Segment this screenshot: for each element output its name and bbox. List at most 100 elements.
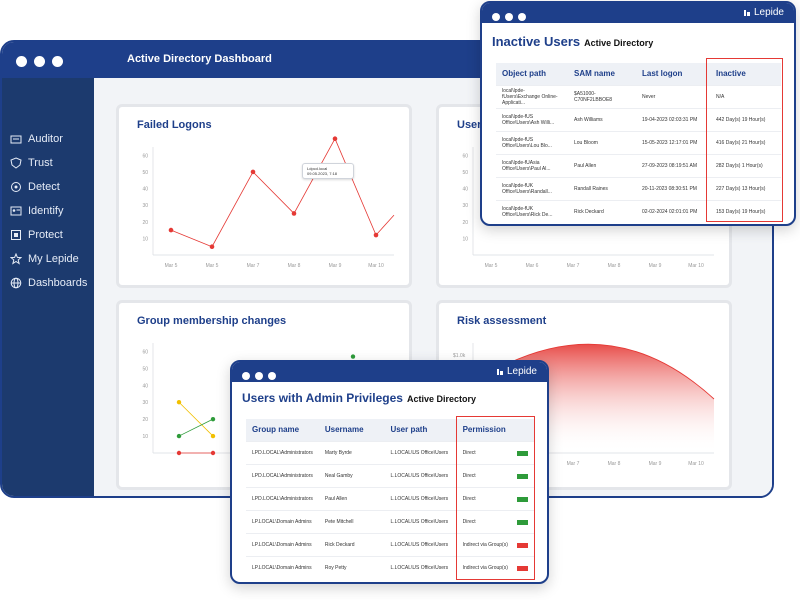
col-sam-name[interactable]: SAM name bbox=[568, 63, 636, 85]
sidebar-item-protect[interactable]: Protect bbox=[10, 226, 63, 244]
data-point bbox=[350, 354, 356, 359]
table-row[interactable]: LPD.LOCAL\Administrators Marty Byrde L.LOC… bbox=[246, 440, 534, 464]
y-tick-label: 60 bbox=[462, 153, 468, 159]
x-tick-label: Mar 9 bbox=[649, 263, 662, 269]
table-row[interactable]: LP.LOCAL\Domain Admins Pete Mitchell L.LOC… bbox=[246, 509, 534, 533]
cell-object-path: local\lpde-fUK Office\Users\Rick De... bbox=[496, 199, 568, 223]
window-controls[interactable] bbox=[16, 54, 70, 72]
cell-permission: Direct bbox=[456, 509, 534, 533]
table-row[interactable]: LPD.LOCAL\Administrators Neal Gamby L.LOCA… bbox=[246, 463, 534, 487]
sidebar-item-label: Protect bbox=[28, 229, 63, 241]
cell-sam-name: Paul Allen bbox=[568, 153, 636, 177]
col-user-path[interactable]: User path bbox=[384, 419, 457, 441]
cell-inactive: 153 Day(s) 19 Hour(s) bbox=[710, 199, 781, 223]
table-row[interactable]: local\lpde-fUK Office\Users\Randall... Ra… bbox=[496, 176, 781, 200]
cell-inactive: N/A bbox=[710, 84, 781, 108]
data-point bbox=[176, 450, 182, 456]
x-tick-label: Mar 6 bbox=[526, 263, 539, 269]
col-username[interactable]: Username bbox=[318, 419, 385, 441]
sidebar-item-label: Trust bbox=[28, 157, 53, 169]
col-permission[interactable]: Permission bbox=[456, 419, 534, 441]
y-tick-label: 50 bbox=[462, 170, 468, 176]
y-tick-label: 40 bbox=[142, 383, 148, 389]
sidebar-item-identify[interactable]: Identify bbox=[10, 202, 63, 220]
table-row[interactable]: LPD.LOCAL\Administrators Paul Allen L.LOCA… bbox=[246, 486, 534, 510]
x-tick-label: Mar 7 bbox=[567, 461, 580, 467]
cell-username: Pete Mitchell bbox=[318, 509, 385, 533]
y-tick-label: 10 bbox=[462, 236, 468, 242]
cell-object-path: local\lpde-fUS Office\Users\Lou Blo... bbox=[496, 130, 568, 154]
col-inactive[interactable]: Inactive bbox=[710, 63, 781, 85]
cell-last-logon: 02-02-2024 02:01:01 PM bbox=[636, 199, 710, 223]
col-object-path[interactable]: Object path bbox=[496, 63, 568, 85]
sidebar-item-trust[interactable]: Trust bbox=[10, 154, 53, 172]
x-tick-label: Mar 8 bbox=[608, 461, 621, 467]
x-tick-label: Mar 7 bbox=[247, 263, 260, 269]
x-tick-label: Mar 7 bbox=[567, 263, 580, 269]
tooltip-line-1: Ldpcd.local bbox=[307, 166, 328, 171]
users-chart: 10 20 30 40 50 60 Mar 5 Mar 6 Mar 7 Mar 8 Mar 9 Mar… bbox=[462, 147, 714, 269]
permission-label: Direct bbox=[462, 449, 476, 456]
sidebar-item-label: Auditor bbox=[28, 133, 63, 145]
admin-privileges-table: Group name Username User path Permission… bbox=[246, 419, 534, 579]
y-tick-label: 20 bbox=[142, 417, 148, 423]
x-tick-label: Mar 5 bbox=[165, 263, 178, 269]
table-row[interactable]: LP.LOCAL\Domain Admins Rick Deckard L.LOCA… bbox=[246, 532, 534, 556]
inactive-users-table: Object path SAM name Last logon Inactive… bbox=[496, 63, 781, 223]
data-point bbox=[168, 227, 174, 233]
y-tick-label: 10 bbox=[142, 434, 148, 440]
popup-title: Users with Admin Privileges Active Direct… bbox=[242, 391, 476, 405]
cell-username: Neal Gamby bbox=[318, 463, 385, 487]
permission-label: Indirect via Group(s) bbox=[462, 541, 508, 548]
cell-username: Paul Allen bbox=[318, 486, 385, 510]
table-row[interactable]: local\lpde-fUS Office\Users\Lou Blo... Lo… bbox=[496, 130, 781, 154]
sidebar: Auditor Trust Detect Identify Protect My… bbox=[2, 78, 94, 496]
x-tick-label: Mar 5 bbox=[485, 263, 498, 269]
cell-sam-name: $A51000-C70NF2LBBOE8 bbox=[568, 84, 636, 108]
popup-title: Inactive Users Active Directory bbox=[492, 34, 653, 49]
cell-object-path: local\lpde-fUAsia Office\Users\Paul Al..… bbox=[496, 153, 568, 177]
x-tick-label: Mar 8 bbox=[608, 263, 621, 269]
cell-user-path: L.LOCAL\US Office\Users bbox=[384, 532, 457, 556]
col-group-name[interactable]: Group name bbox=[246, 419, 319, 441]
shield-icon bbox=[10, 157, 22, 169]
x-tick-label: Mar 8 bbox=[288, 263, 301, 269]
data-point bbox=[373, 232, 379, 238]
table-row[interactable]: local\lpde-fUK Office\Users\Rick De... Ri… bbox=[496, 199, 781, 223]
table-header-row: Group name Username User path Permission bbox=[246, 419, 534, 441]
x-tick-label: Mar 9 bbox=[329, 263, 342, 269]
x-tick-label: Mar 10 bbox=[688, 263, 704, 269]
cell-user-path: L.LOCAL\US Office\Users bbox=[384, 486, 457, 510]
sidebar-item-dashboards[interactable]: Dashboards bbox=[10, 274, 87, 292]
cell-group-name: LPD.LOCAL\Administrators bbox=[246, 440, 319, 464]
permission-label: Direct bbox=[462, 518, 476, 525]
window-controls[interactable] bbox=[492, 8, 531, 26]
cell-permission: Direct bbox=[456, 440, 534, 464]
data-point bbox=[332, 136, 338, 141]
sidebar-item-my-lepide[interactable]: My Lepide bbox=[10, 250, 79, 268]
logo-text: Lepide bbox=[506, 366, 537, 377]
sidebar-item-detect[interactable]: Detect bbox=[10, 178, 60, 196]
window-controls[interactable] bbox=[242, 367, 281, 385]
y-tick-label: 50 bbox=[142, 366, 148, 372]
table-row[interactable]: local\lpde-fUsers\Exchange Online-Applic… bbox=[496, 84, 781, 108]
table-row[interactable]: LP.LOCAL\Domain Admins Roy Petty L.LOCAL\U… bbox=[246, 555, 534, 579]
col-last-logon[interactable]: Last logon bbox=[636, 63, 710, 85]
cell-object-path: local\lpde-fUsers\Exchange Online-Applic… bbox=[496, 84, 568, 108]
cell-inactive: 282 Day(s) 1 Hour(s) bbox=[710, 153, 781, 177]
y-tick-label: 40 bbox=[142, 187, 148, 193]
table-header-row: Object path SAM name Last logon Inactive bbox=[496, 63, 781, 85]
cell-permission: Indirect via Group(s) bbox=[456, 555, 534, 579]
cell-last-logon: 20-11-2023 08:30:51 PM bbox=[636, 176, 710, 200]
card-title: Group membership changes bbox=[137, 315, 287, 327]
table-row[interactable]: local\lpde-fUAsia Office\Users\Paul Al..… bbox=[496, 153, 781, 177]
cell-user-path: L.LOCAL\US Office\Users bbox=[384, 555, 457, 579]
protect-icon bbox=[11, 230, 21, 240]
sidebar-item-auditor[interactable]: Auditor bbox=[10, 130, 63, 148]
data-point bbox=[291, 211, 297, 216]
table-row[interactable]: local\lpde-fUS Office\Users\Ash Willi...… bbox=[496, 107, 781, 131]
permission-status-indicator bbox=[517, 565, 528, 571]
inactive-subtitle: Active Directory bbox=[584, 38, 654, 48]
group-series-line bbox=[178, 401, 214, 437]
data-point bbox=[210, 433, 216, 439]
